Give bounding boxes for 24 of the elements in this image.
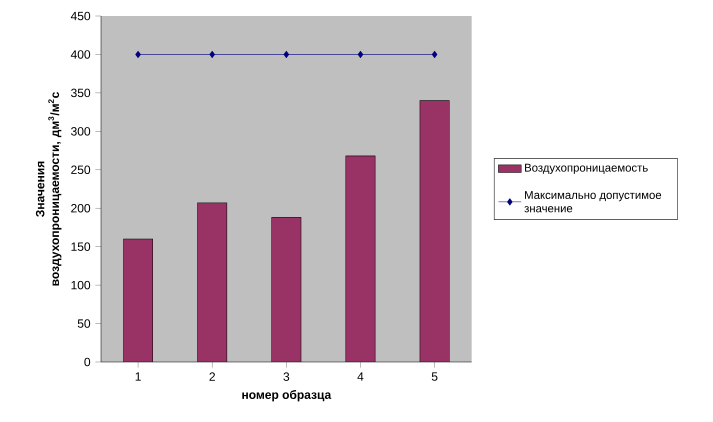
- bar: [198, 202, 227, 362]
- x-tick-label: 3: [283, 372, 290, 381]
- y-tick-label: 400: [70, 50, 90, 59]
- bar: [420, 100, 450, 362]
- x-axis-title: номер образца: [242, 390, 332, 402]
- bar: [272, 217, 302, 362]
- y-tick-label: 450: [70, 12, 90, 20]
- y-tick-label: 350: [71, 88, 90, 98]
- y-axis-title: Значения воздухопроницаемости, дм$^{3}$/м$^{2}$с: [36, 92, 62, 286]
- y-tick-label: 300: [71, 127, 90, 136]
- y-tick-label: 0: [84, 358, 90, 366]
- x-tick-label: 1: [136, 372, 141, 381]
- y-tick-label: 250: [71, 166, 90, 174]
- y-tick-label: 150: [72, 242, 90, 251]
- x-tick-label: 5: [432, 372, 438, 381]
- y-tick-label: 50: [78, 319, 90, 328]
- legend-label: Максимально допустимое значение: [524, 191, 662, 212]
- bar: [123, 238, 153, 362]
- y-tick-label: 200: [71, 204, 90, 212]
- y-tick-label: 100: [72, 280, 90, 290]
- legend-label: Воздухопроницаемость: [525, 164, 648, 174]
- x-tick-label: 2: [209, 372, 215, 381]
- bar: [346, 156, 376, 362]
- x-tick-label: 4: [357, 372, 364, 381]
